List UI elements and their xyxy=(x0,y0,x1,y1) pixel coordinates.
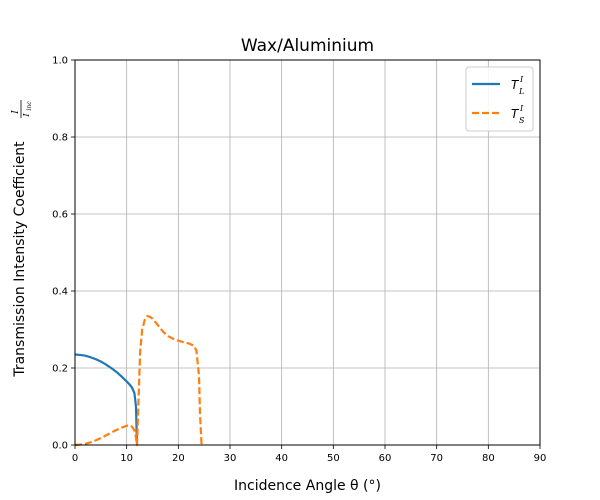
legend: T I L T I S xyxy=(465,66,534,132)
y-axis-fraction-numerator: I xyxy=(11,110,21,115)
x-tick-label: 50 xyxy=(327,453,340,464)
y-axis-label-fraction: I I inc xyxy=(11,100,33,118)
x-tick-label: 60 xyxy=(379,453,392,464)
legend-label-tl: T xyxy=(511,78,520,92)
x-tick-label: 70 xyxy=(430,453,443,464)
y-tick-label: 0.6 xyxy=(52,210,68,221)
x-tick-label: 40 xyxy=(275,453,288,464)
x-axis-label: Incidence Angle θ (°) xyxy=(234,478,381,494)
legend-label-ts: T xyxy=(511,107,520,121)
axis-ticks: 0 10 20 30 40 50 60 70 80 90 0.0 0.2 0.4 0.6 0.8 1.0 xyxy=(52,56,546,465)
y-tick-label: 0.4 xyxy=(52,287,68,298)
y-axis-label-group: Transmission Intensity Coefficient I I i… xyxy=(11,100,33,378)
x-tick-label: 30 xyxy=(224,453,237,464)
x-tick-label: 80 xyxy=(482,453,495,464)
x-tick-label: 10 xyxy=(120,453,133,464)
legend-sub-tl: L xyxy=(518,87,524,96)
y-tick-label: 0.2 xyxy=(52,364,68,375)
y-tick-label: 0.8 xyxy=(52,133,68,144)
y-tick-label: 1.0 xyxy=(52,56,68,67)
chart-title: Wax/Aluminium xyxy=(241,36,374,56)
series-line-ts xyxy=(74,314,203,447)
plot-frame xyxy=(74,59,541,446)
y-axis-label: Transmission Intensity Coefficient xyxy=(12,141,28,378)
x-tick-label: 20 xyxy=(172,453,185,464)
plot-series xyxy=(74,314,203,447)
x-tick-label: 0 xyxy=(72,453,78,464)
x-tick-label: 90 xyxy=(534,453,547,464)
legend-sup-tl: I xyxy=(519,75,524,84)
y-axis-fraction-denominator-sub: inc xyxy=(26,101,33,111)
series-line-tl xyxy=(74,353,139,446)
legend-sup-ts: I xyxy=(519,104,524,113)
y-tick-label: 0.0 xyxy=(52,441,68,452)
y-axis-fraction-denominator: I xyxy=(22,113,31,118)
legend-sub-ts: S xyxy=(519,116,525,125)
